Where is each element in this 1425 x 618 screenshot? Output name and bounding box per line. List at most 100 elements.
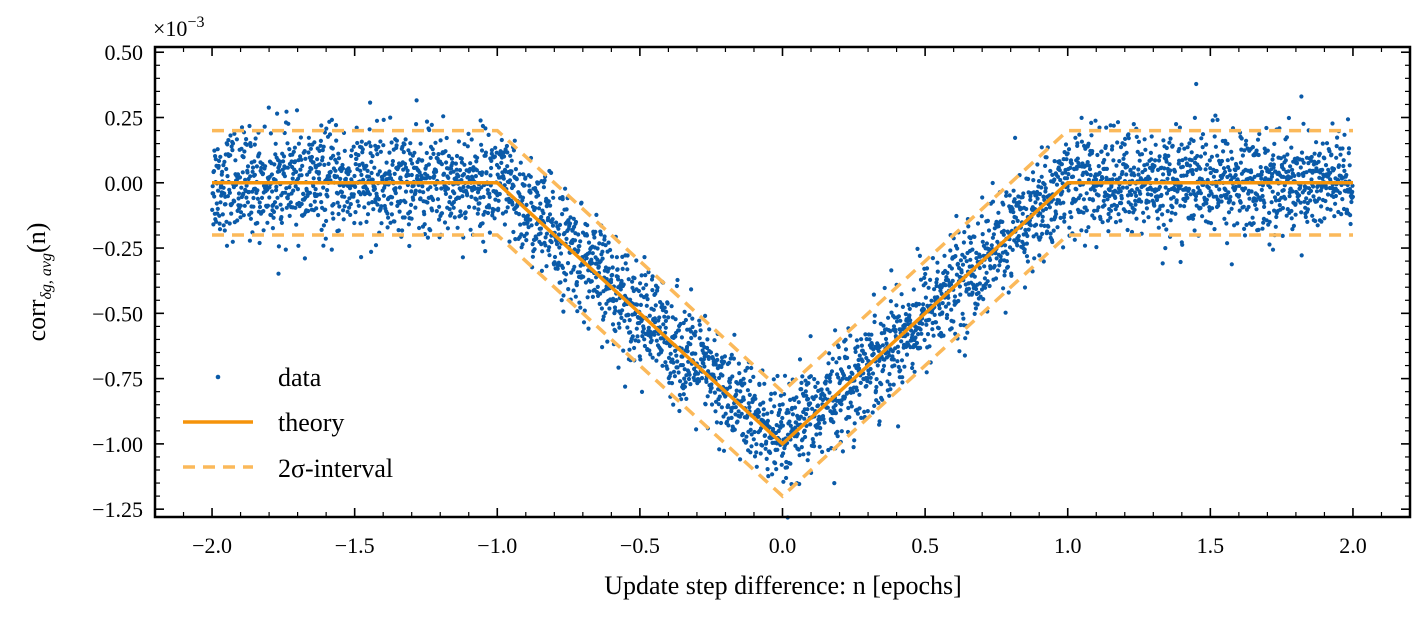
data-point xyxy=(767,425,772,430)
data-point xyxy=(632,276,637,281)
data-point xyxy=(694,427,699,432)
data-point xyxy=(650,355,655,360)
data-point xyxy=(801,452,806,457)
data-point xyxy=(1039,174,1044,179)
data-point xyxy=(1137,158,1142,163)
data-point xyxy=(356,203,361,208)
data-point xyxy=(475,155,480,160)
data-point xyxy=(546,199,551,204)
data-point xyxy=(466,184,471,189)
data-point xyxy=(996,224,1001,229)
data-point xyxy=(685,349,690,354)
data-point xyxy=(1209,191,1214,196)
data-point xyxy=(921,307,927,312)
data-point xyxy=(564,272,569,277)
data-point xyxy=(463,215,468,221)
data-point xyxy=(572,238,578,243)
data-point xyxy=(347,205,352,210)
data-point xyxy=(698,328,703,333)
data-point xyxy=(514,177,519,182)
data-point xyxy=(1141,219,1147,224)
data-point xyxy=(1199,177,1204,182)
data-point xyxy=(1242,226,1247,231)
data-point xyxy=(1254,148,1259,153)
data-point xyxy=(757,382,762,387)
data-point xyxy=(590,251,595,256)
data-point xyxy=(534,236,539,241)
data-point xyxy=(225,142,230,147)
data-point xyxy=(769,410,774,415)
data-point xyxy=(428,155,433,160)
data-point xyxy=(1280,206,1285,211)
x-tick-label: 1.0 xyxy=(1054,533,1082,558)
data-point xyxy=(214,201,219,206)
data-point xyxy=(976,290,981,295)
data-point xyxy=(763,446,768,451)
data-point xyxy=(444,135,449,141)
data-point xyxy=(857,366,862,371)
data-point xyxy=(1227,198,1233,203)
data-point xyxy=(473,174,478,179)
data-point xyxy=(248,174,253,179)
data-point xyxy=(665,301,670,306)
data-point xyxy=(308,203,313,208)
data-point xyxy=(1179,142,1184,147)
data-point xyxy=(392,171,397,176)
data-point xyxy=(422,212,427,217)
data-point xyxy=(311,183,316,189)
data-point xyxy=(1185,195,1190,200)
data-point xyxy=(979,214,984,219)
data-point xyxy=(1278,156,1283,161)
data-point xyxy=(618,287,623,292)
data-point xyxy=(639,389,645,394)
data-point xyxy=(962,230,967,235)
data-point xyxy=(490,213,495,218)
data-point xyxy=(891,324,897,329)
data-point xyxy=(851,445,856,450)
data-point xyxy=(439,211,445,216)
data-point xyxy=(705,394,710,399)
data-point xyxy=(1076,160,1081,166)
data-point xyxy=(868,380,873,385)
data-point xyxy=(1131,122,1136,127)
data-point xyxy=(319,227,324,232)
data-point xyxy=(1132,190,1138,195)
data-point xyxy=(245,164,251,169)
data-point xyxy=(453,161,458,166)
data-point xyxy=(926,285,931,290)
data-point xyxy=(682,384,688,389)
data-point xyxy=(1022,247,1027,252)
data-point xyxy=(1340,197,1345,202)
x-tick-label: 1.5 xyxy=(1197,533,1225,558)
data-point xyxy=(543,243,548,248)
data-point xyxy=(1152,203,1157,208)
data-point xyxy=(502,222,507,227)
data-point xyxy=(1061,200,1066,205)
data-point xyxy=(863,332,868,337)
data-point xyxy=(980,195,985,200)
data-point xyxy=(940,301,945,306)
data-point xyxy=(314,206,319,211)
data-point xyxy=(294,169,299,174)
data-point xyxy=(305,172,310,177)
data-point xyxy=(923,281,928,286)
data-point xyxy=(1231,201,1236,206)
data-point xyxy=(1039,145,1044,150)
data-point xyxy=(1125,164,1130,169)
data-point xyxy=(1246,204,1251,210)
data-point xyxy=(687,313,692,318)
data-point xyxy=(1127,209,1132,215)
data-point xyxy=(456,139,461,144)
data-point xyxy=(215,188,221,193)
data-point xyxy=(353,162,358,167)
data-point xyxy=(952,294,958,299)
data-point xyxy=(454,167,459,172)
data-point xyxy=(1080,161,1085,166)
data-point xyxy=(319,200,324,205)
data-point xyxy=(1086,225,1091,230)
data-point xyxy=(244,183,249,188)
data-point xyxy=(1009,273,1014,278)
data-point xyxy=(898,318,903,323)
data-point xyxy=(1149,192,1154,197)
data-point xyxy=(1268,162,1273,167)
